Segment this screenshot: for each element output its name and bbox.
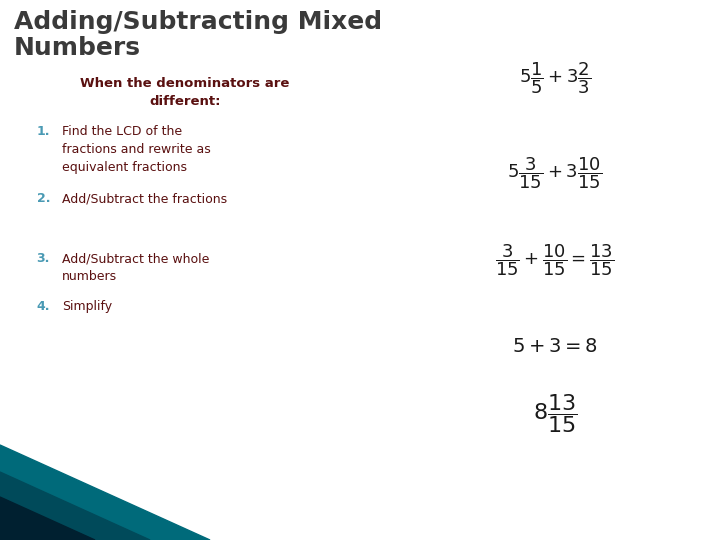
Text: When the denominators are
different:: When the denominators are different: xyxy=(81,77,289,108)
Text: $5+3=8$: $5+3=8$ xyxy=(512,337,598,356)
Text: Simplify: Simplify xyxy=(62,300,112,313)
Text: $\dfrac{3}{15}+\dfrac{10}{15}=\dfrac{13}{15}$: $\dfrac{3}{15}+\dfrac{10}{15}=\dfrac{13}… xyxy=(495,242,615,278)
Text: $5\dfrac{1}{5}+3\dfrac{2}{3}$: $5\dfrac{1}{5}+3\dfrac{2}{3}$ xyxy=(519,60,591,96)
Text: $5\dfrac{3}{15}+3\dfrac{10}{15}$: $5\dfrac{3}{15}+3\dfrac{10}{15}$ xyxy=(508,155,603,191)
Text: Add/Subtract the fractions: Add/Subtract the fractions xyxy=(62,192,227,205)
Text: 2.: 2. xyxy=(37,192,50,205)
Text: Numbers: Numbers xyxy=(14,36,141,60)
Polygon shape xyxy=(0,445,210,540)
Polygon shape xyxy=(0,472,150,540)
Text: Add/Subtract the whole
numbers: Add/Subtract the whole numbers xyxy=(62,252,210,283)
Text: $8\dfrac{13}{15}$: $8\dfrac{13}{15}$ xyxy=(533,392,577,435)
Text: Find the LCD of the
fractions and rewrite as
equivalent fractions: Find the LCD of the fractions and rewrit… xyxy=(62,125,211,174)
Text: Adding/Subtracting Mixed: Adding/Subtracting Mixed xyxy=(14,10,382,34)
Polygon shape xyxy=(0,497,95,540)
Text: 1.: 1. xyxy=(37,125,50,138)
Text: 3.: 3. xyxy=(37,252,50,265)
Text: 4.: 4. xyxy=(37,300,50,313)
